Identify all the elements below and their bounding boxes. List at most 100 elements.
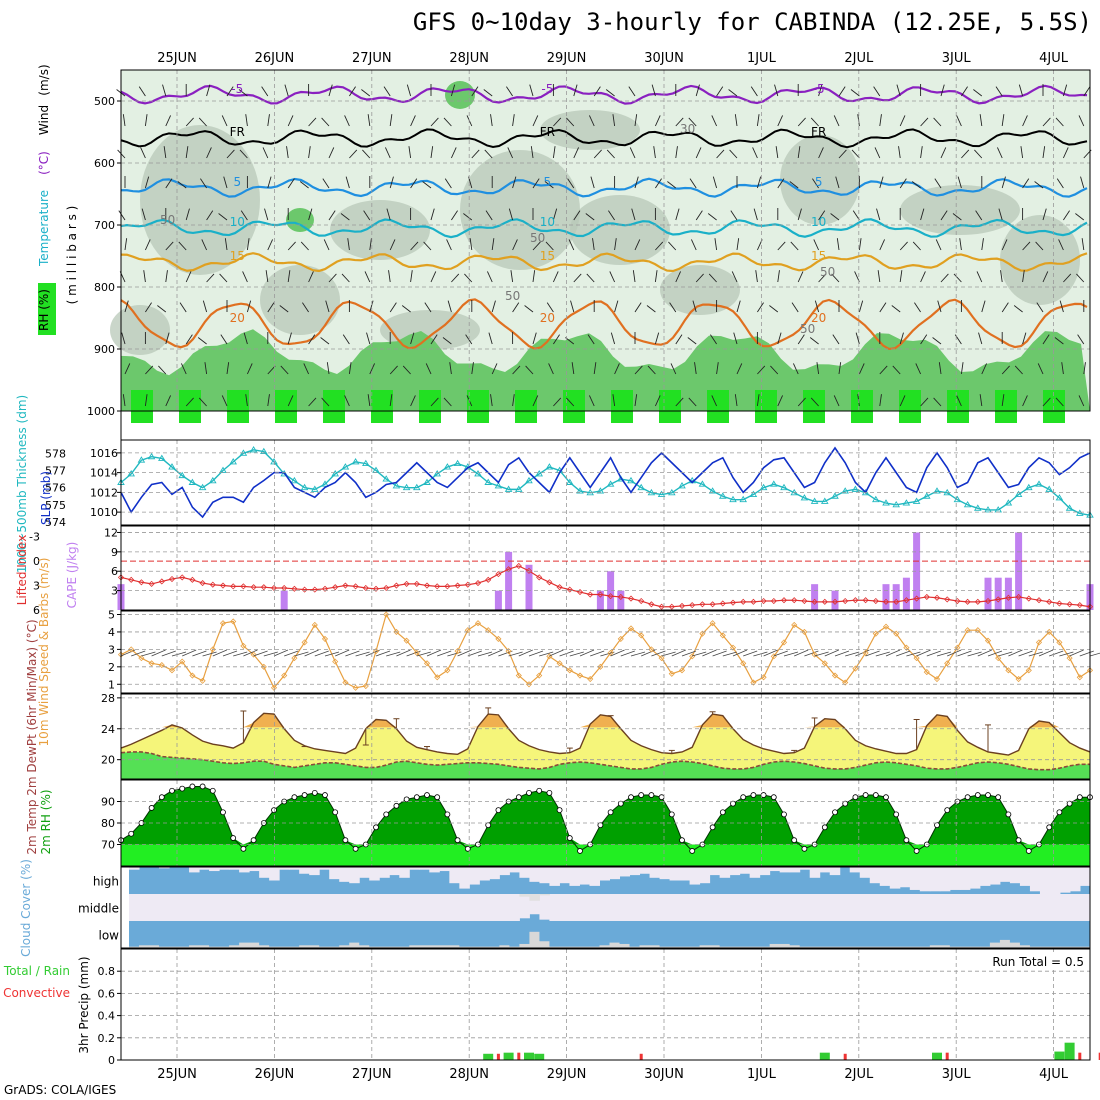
wind-barb xyxy=(145,302,152,313)
cloud-low-cell xyxy=(889,921,901,947)
wind-barb xyxy=(444,178,452,189)
thickness-point xyxy=(882,499,890,506)
rh-point xyxy=(536,787,543,794)
lifted-index-point xyxy=(587,591,594,598)
cloud-low-cell xyxy=(629,921,641,947)
wind-barb xyxy=(669,302,677,313)
wind-barb xyxy=(612,394,616,407)
thickness-point xyxy=(566,478,574,485)
cloud-low-cell xyxy=(499,921,510,946)
temp-tick: 28 xyxy=(101,692,115,705)
thickness-tick: 574 xyxy=(45,516,66,529)
rh-point xyxy=(1076,794,1083,801)
wind-barb xyxy=(349,149,358,159)
cloud-low-cell xyxy=(429,921,440,946)
wind-barb xyxy=(279,305,289,313)
wind-barb xyxy=(544,181,554,189)
cloud-high-cell xyxy=(309,867,320,876)
wind-barb xyxy=(789,181,799,189)
precip-tick: 0.4 xyxy=(98,1010,116,1023)
temp-tick: 20 xyxy=(101,754,115,767)
wind-barb xyxy=(512,302,520,313)
wind-barb-10m xyxy=(569,651,584,657)
rh-contour-region xyxy=(179,390,201,423)
wind-barb xyxy=(165,178,173,189)
wind-barb xyxy=(221,115,228,127)
lifted-index-point xyxy=(1066,601,1073,608)
wind-barb xyxy=(221,395,228,407)
cloud-middle-cell xyxy=(929,894,941,921)
wind-barb xyxy=(610,332,616,345)
wind-barb-10m xyxy=(855,649,870,657)
cloud-middle-cell xyxy=(1069,894,1081,921)
wind-barb xyxy=(198,397,207,407)
wind-barb xyxy=(775,146,779,159)
axis-label-slp: SLP (mb) xyxy=(39,471,53,525)
rh-point xyxy=(322,792,328,798)
cloud-high-cell xyxy=(689,867,701,885)
axis-label-wind: Wind xyxy=(37,105,51,135)
cloud-low-cell xyxy=(159,921,170,947)
wind-barb-10m xyxy=(324,651,340,657)
wind-barb xyxy=(590,176,595,189)
wind-barb xyxy=(165,270,168,283)
wind-barb xyxy=(442,337,452,345)
wind-barb xyxy=(896,84,901,97)
wind-barb xyxy=(797,146,801,159)
thickness-point xyxy=(1055,494,1064,501)
lifted-index-point xyxy=(995,596,1002,603)
rh-point xyxy=(220,809,226,816)
wind-barb xyxy=(973,89,983,97)
thickness-point xyxy=(484,478,492,485)
rh-point xyxy=(240,845,247,852)
wind-barb xyxy=(1020,146,1024,159)
cloud-low-cell xyxy=(1029,921,1041,947)
wind-barb xyxy=(670,363,677,375)
temperature-line xyxy=(120,712,1091,756)
wind-barb xyxy=(471,149,480,159)
wind-barb xyxy=(831,273,840,283)
wind-barb xyxy=(605,89,615,97)
wind-barb xyxy=(568,239,575,251)
wind-barb xyxy=(206,147,212,159)
lifted-index-point xyxy=(342,582,349,589)
thickness-point xyxy=(137,456,146,463)
cloud-low-cell xyxy=(369,921,380,947)
cloud-middle-cell xyxy=(539,894,550,920)
lifted-index-point xyxy=(852,597,859,604)
wind-speed-point xyxy=(903,644,910,651)
wind-barb xyxy=(1083,362,1086,375)
wind-speed-point xyxy=(791,621,798,629)
wind-barb-10m xyxy=(590,650,605,657)
rh-contour-region xyxy=(563,390,585,423)
lifted-index-point xyxy=(699,601,706,608)
rh-contour-region xyxy=(371,390,393,423)
cloud-high-cell xyxy=(189,867,200,873)
cloud-high-cell xyxy=(699,867,711,884)
isotherm-line xyxy=(120,298,1088,351)
isotherm-line xyxy=(120,252,1088,273)
thickness-point xyxy=(821,497,829,504)
cloud-low-cell xyxy=(859,946,871,948)
wind-barb xyxy=(1063,273,1072,283)
rh-point xyxy=(444,811,451,818)
wind-barb-10m xyxy=(365,649,380,657)
wind-barb xyxy=(756,394,760,407)
wind-barb-10m xyxy=(702,649,717,657)
cloud-low-cell xyxy=(809,921,821,947)
thickness-tick: 575 xyxy=(45,499,66,512)
cloud-low-cell xyxy=(899,921,911,947)
thickness-point xyxy=(178,471,186,479)
wind-barb xyxy=(690,239,697,251)
wind-speed-point xyxy=(872,630,879,637)
cloud-low-cell xyxy=(799,921,811,947)
wind-barb-10m xyxy=(977,649,992,657)
cloud-low-cell xyxy=(449,945,460,948)
wind-speed-point xyxy=(352,684,359,691)
thickness-point xyxy=(474,470,482,477)
rh-contour-region xyxy=(659,390,681,423)
thickness-point xyxy=(1025,483,1033,491)
cloud-low-cell xyxy=(129,946,140,948)
cloud-middle-cell xyxy=(1009,894,1021,921)
wind-barb-10m xyxy=(539,651,554,657)
